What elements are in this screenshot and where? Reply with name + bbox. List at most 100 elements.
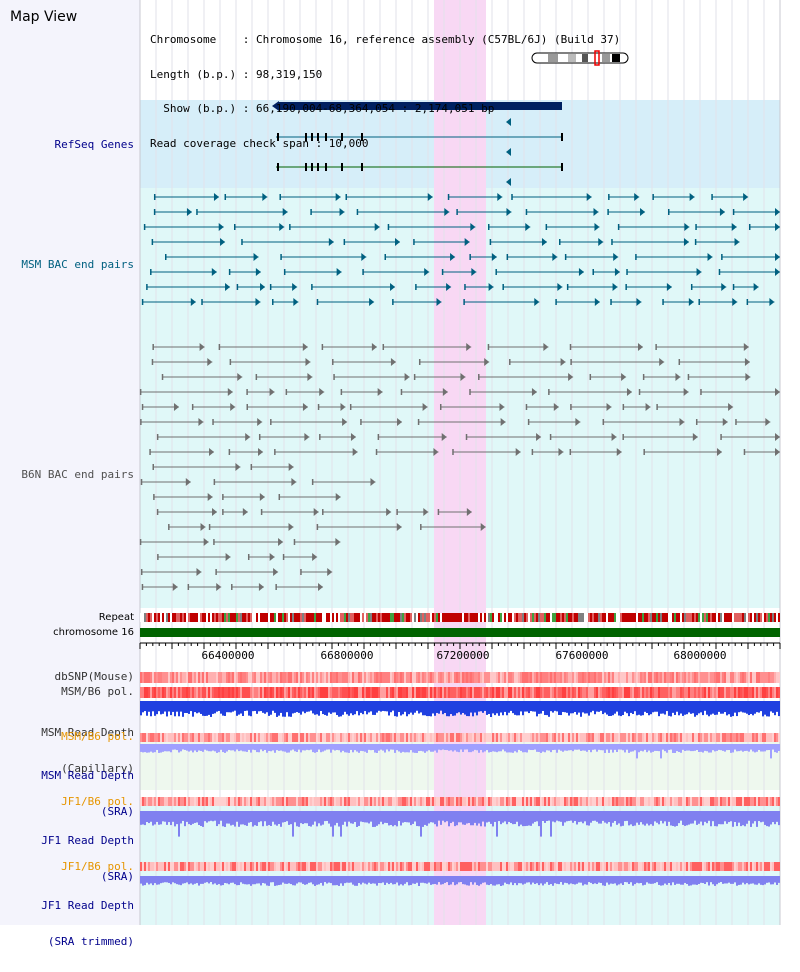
b6n-bac-pair-arrow (288, 463, 294, 471)
msm-depth-sra (584, 744, 586, 751)
b6n-bac-pair-arrow (278, 538, 284, 546)
jf1-depth-trimmed (450, 876, 452, 885)
jf1-pol2-heat (358, 862, 360, 871)
jf1-pol2-heat (158, 862, 160, 871)
jf1-pol-heat (338, 797, 340, 806)
repeat-cell (544, 613, 546, 622)
msm-bac-pair-arrow (260, 283, 266, 291)
msm-bac-pair-arrow (541, 238, 547, 246)
jf1-depth-trimmed (156, 876, 158, 885)
jf1-pol-heat (366, 797, 368, 806)
msm-pol-heat (326, 687, 328, 698)
jf1-depth-sra (370, 811, 372, 822)
dbsnp-heat (536, 672, 538, 683)
dbsnp-heat (448, 672, 450, 683)
track-label-msm-bac[interactable]: MSM BAC end pairs (21, 258, 134, 271)
b6n-bac-pair-arrow (198, 418, 204, 426)
genome-canvas[interactable]: 66400000 66800000 67200000 67600000 68000000 (0, 0, 800, 925)
repeat-cell (616, 613, 618, 622)
msm-depth-sra (708, 744, 710, 753)
msm-depth-capillary (426, 701, 428, 717)
msm-bac-pair-arrow (282, 208, 288, 216)
msm-depth-sra (450, 744, 452, 751)
jf1-depth-trimmed (280, 876, 282, 885)
repeat-cell (354, 613, 356, 622)
msm-depth-sra (468, 744, 470, 753)
msm-depth-capillary (310, 701, 312, 711)
jf1-pol-heat (488, 797, 490, 806)
msm-depth-sra (740, 744, 742, 751)
msm-depth-sra (614, 744, 616, 750)
msm-pol-heat (246, 687, 248, 698)
msm-depth-sra (592, 744, 594, 750)
ideogram-band (568, 54, 576, 62)
msm-bac-pair-arrow (444, 208, 450, 216)
length-info: Length (b.p.) : 98,319,150 (150, 67, 323, 81)
jf1-pol2-heat (686, 862, 688, 871)
msm-pol-heat (154, 687, 156, 698)
jf1-pol2-heat (700, 862, 702, 871)
jf1-pol-heat (162, 797, 164, 806)
jf1-pol2-heat (260, 862, 262, 871)
msm-pol2-heat (774, 733, 776, 742)
jf1-depth-sra (214, 811, 216, 821)
jf1-pol2-heat (220, 862, 222, 871)
msm-pol-heat (262, 687, 264, 698)
jf1-depth-sra (638, 811, 640, 825)
jf1-depth-trimmed (410, 876, 412, 886)
msm-depth-capillary (630, 701, 632, 713)
jf1-pol2-heat (180, 862, 182, 871)
jf1-pol-heat (142, 797, 144, 806)
dbsnp-heat (298, 672, 300, 683)
dbsnp-heat (482, 672, 484, 683)
jf1-pol-heat (376, 797, 378, 806)
repeat-cell (140, 613, 142, 622)
jf1-pol2-heat (426, 862, 428, 871)
jf1-pol2-heat (498, 862, 500, 871)
msm-depth-capillary (284, 701, 286, 717)
b6n-bac-pair-arrow (203, 538, 209, 546)
jf1-pol2-heat (528, 862, 530, 871)
dbsnp-heat (380, 672, 382, 683)
repeat-cell (360, 613, 362, 622)
dbsnp-heat (578, 672, 580, 683)
jf1-pol-heat (452, 797, 454, 806)
jf1-depth-trimmed (254, 876, 256, 885)
jf1-pol-heat (266, 797, 268, 806)
msm-pol-heat (172, 687, 174, 698)
jf1-depth-sra (342, 811, 344, 825)
msm-depth-sra (298, 744, 300, 750)
msm-pol-heat (592, 687, 594, 698)
jf1-pol2-heat (636, 862, 638, 871)
msm-pol2-heat (664, 733, 666, 742)
msm-pol-heat (594, 687, 596, 698)
msm-depth-capillary (264, 701, 266, 714)
jf1-depth-sra (670, 811, 672, 826)
dbsnp-heat (530, 672, 532, 683)
jf1-depth-sra (230, 811, 232, 826)
repeat-cell (402, 613, 404, 622)
dbsnp-heat (160, 672, 162, 683)
jf1-depth-trimmed (588, 876, 590, 883)
jf1-depth-sra (554, 811, 556, 823)
repeat-cell (600, 613, 602, 622)
track-label-refseq-genes[interactable]: RefSeq Genes (54, 138, 134, 151)
msm-pol2-heat (166, 733, 168, 742)
msm-depth-capillary (148, 701, 150, 712)
msm-pol2-heat (472, 733, 474, 742)
b6n-bac-pair-arrow (692, 433, 698, 441)
msm-depth-sra (642, 744, 644, 752)
msm-pol2-heat (672, 733, 674, 742)
jf1-pol-heat (616, 797, 618, 806)
repeat-cell (504, 613, 506, 622)
msm-depth-sra (356, 744, 358, 752)
b6n-bac-pair-arrow (404, 373, 410, 381)
jf1-depth-trimmed (628, 876, 630, 884)
dbsnp-heat (626, 672, 628, 683)
msm-depth-sra (172, 744, 174, 750)
b6n-bac-pair-arrow (558, 448, 564, 456)
msm-depth-sra (330, 744, 332, 753)
msm-depth-sra (662, 744, 664, 750)
msm-bac-pair-arrow (279, 223, 285, 231)
track-label-b6n-bac[interactable]: B6N BAC end pairs (21, 468, 134, 481)
